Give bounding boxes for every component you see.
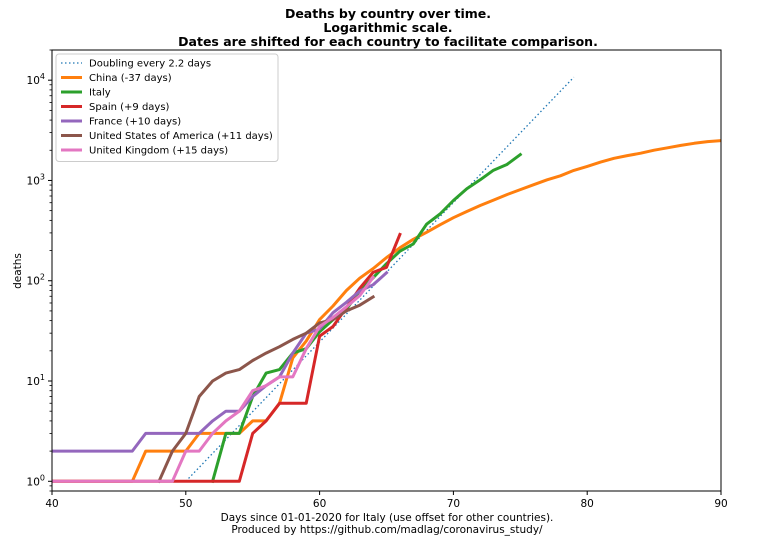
legend-label-0: Doubling every 2.2 days [89,59,211,70]
y-tick-label-3: 103 [27,172,45,187]
legend-label-1: China (-37 days) [89,73,172,84]
plot-frame [51,49,722,492]
y-tick-label-4: 104 [27,72,45,87]
legend-box [55,53,279,162]
chart-title-line-2: Logarithmic scale. [323,20,452,35]
legend-label-5: United States of America (+11 days) [89,131,273,142]
series-line-5 [157,294,376,484]
series-line-6 [52,275,376,483]
y-tick-label-2: 102 [27,273,45,288]
x-tick-label-5: 90 [714,498,727,510]
plot-area [51,49,722,492]
y-axis-label: deaths [12,253,24,289]
series-line-3 [52,232,402,483]
legend-label-3: Spain (+9 days) [89,102,170,113]
x-axis-ticks: 40 50 60 70 80 90 [45,491,728,510]
series-line-2 [210,152,523,484]
legend-label-2: Italy [89,88,111,99]
x-tick-label-0: 40 [45,498,58,510]
legend-label-6: United Kingdom (+15 days) [89,146,228,157]
series-lines [52,76,721,484]
series-line-4 [52,270,389,453]
legend-label-4: France (+10 days) [89,117,181,128]
chart-title-line-3: Dates are shifted for each country to fa… [178,34,598,49]
series-line-1 [52,139,721,483]
chart-title-line-1: Deaths by country over time. [285,6,491,21]
y-tick-label-1: 101 [27,373,45,388]
x-axis-label-line-1: Days since 01-01-2020 for Italy (use off… [221,512,554,524]
y-tick-label-0: 100 [27,473,45,488]
x-axis-label-line-2: Produced by https://github.com/madlag/co… [231,524,543,536]
x-tick-label-1: 50 [179,498,192,510]
x-tick-label-3: 70 [447,498,460,510]
legend: Doubling every 2.2 days China (-37 days) I… [55,53,279,162]
y-axis-ticks: 100 101 102 103 104 [27,49,52,492]
x-tick-label-4: 80 [581,498,594,510]
x-tick-label-2: 60 [313,498,326,510]
